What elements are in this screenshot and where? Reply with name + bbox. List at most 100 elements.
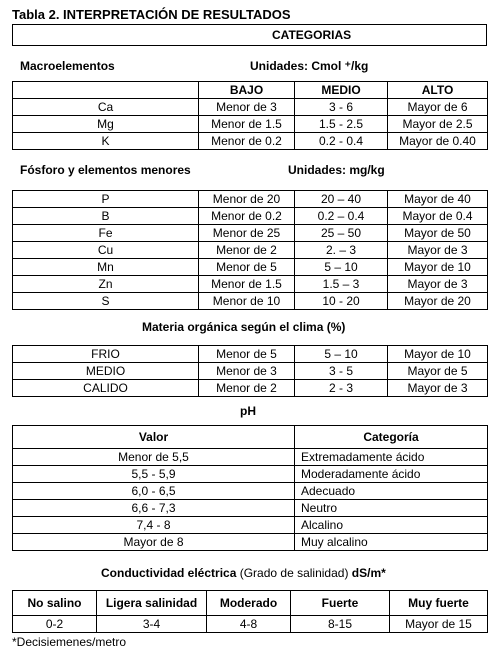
table-row: P Menor de 20 20 – 40 Mayor de 40 bbox=[12, 190, 488, 208]
table-cell: Menor de 20 bbox=[198, 190, 295, 208]
table-cell: 0.2 – 0.4 bbox=[294, 207, 388, 225]
table-cell: MEDIO bbox=[12, 362, 199, 380]
table-row: CALIDO Menor de 2 2 - 3 Mayor de 3 bbox=[12, 379, 488, 397]
table-cell: 1.5 - 2.5 bbox=[294, 115, 388, 133]
table-cell: Mayor de 2.5 bbox=[387, 115, 488, 133]
table-cell: Mayor de 10 bbox=[387, 258, 488, 276]
table-row: Menor de 5,5 Extremadamente ácido bbox=[12, 448, 488, 466]
table-cell: 3-4 bbox=[96, 615, 207, 633]
table-cell: 0-2 bbox=[12, 615, 97, 633]
table-row: 6,6 - 7,3 Neutro bbox=[12, 499, 488, 517]
table-cell: B bbox=[12, 207, 199, 225]
table-row: Mg Menor de 1.5 1.5 - 2.5 Mayor de 2.5 bbox=[12, 115, 488, 133]
table-cell: Mn bbox=[12, 258, 199, 276]
table-cell: Menor de 0.2 bbox=[198, 207, 295, 225]
table-row: BAJO MEDIO ALTO bbox=[12, 81, 488, 99]
table-row: 5,5 - 5,9 Moderadamente ácido bbox=[12, 465, 488, 483]
table-row: Mayor de 8 Muy alcalino bbox=[12, 533, 488, 551]
table-cell: Mayor de 40 bbox=[387, 190, 488, 208]
table-cell: Menor de 2 bbox=[198, 379, 295, 397]
page-title: Tabla 2. INTERPRETACIÓN DE RESULTADOS bbox=[12, 7, 291, 22]
fosforo-units: Unidades: mg/kg bbox=[288, 163, 385, 177]
table-row: S Menor de 10 10 - 20 Mayor de 20 bbox=[12, 292, 488, 310]
table-row: K Menor de 0.2 0.2 - 0.4 Mayor de 0.40 bbox=[12, 132, 488, 150]
table-cell: Fe bbox=[12, 224, 199, 242]
table-cell: 2. – 3 bbox=[294, 241, 388, 259]
conductividad-label-normal: (Grado de salinidad) bbox=[236, 566, 352, 580]
table-cell: 25 – 50 bbox=[294, 224, 388, 242]
macro-table: BAJO MEDIO ALTO Ca Menor de 3 3 - 6 Mayo… bbox=[12, 81, 488, 150]
table-row: MEDIO Menor de 3 3 - 5 Mayor de 5 bbox=[12, 362, 488, 380]
table-cell: 3 - 6 bbox=[294, 98, 388, 116]
ph-table: Valor Categoría Menor de 5,5 Extremadame… bbox=[12, 425, 488, 551]
table-cell: 5 – 10 bbox=[294, 258, 388, 276]
table-cell: Menor de 0.2 bbox=[198, 132, 295, 150]
table-cell: Mayor de 0.4 bbox=[387, 207, 488, 225]
table-cell: 8-15 bbox=[290, 615, 390, 633]
table-row: 6,0 - 6,5 Adecuado bbox=[12, 482, 488, 500]
table-cell: Mayor de 8 bbox=[12, 533, 295, 551]
table-cell: Mg bbox=[12, 115, 199, 133]
table-cell: Cu bbox=[12, 241, 199, 259]
table-cell: Mayor de 3 bbox=[387, 275, 488, 293]
table-header-cell: Ligera salinidad bbox=[96, 590, 207, 616]
table-header-cell: No salino bbox=[12, 590, 97, 616]
table-cell: 5,5 - 5,9 bbox=[12, 465, 295, 483]
table-cell: Ca bbox=[12, 98, 199, 116]
table-row: No salino Ligera salinidad Moderado Fuer… bbox=[12, 590, 488, 616]
table-cell: Zn bbox=[12, 275, 199, 293]
table-cell: Mayor de 15 bbox=[389, 615, 488, 633]
table-cell: Menor de 5,5 bbox=[12, 448, 295, 466]
table-header-cell: MEDIO bbox=[294, 81, 388, 99]
table-row: Zn Menor de 1.5 1.5 – 3 Mayor de 3 bbox=[12, 275, 488, 293]
table-header-cell: BAJO bbox=[198, 81, 295, 99]
table-cell: Extremadamente ácido bbox=[294, 448, 488, 466]
table-header-cell: Muy fuerte bbox=[389, 590, 488, 616]
ph-section-label: pH bbox=[240, 404, 256, 418]
table-cell: 1.5 – 3 bbox=[294, 275, 388, 293]
table-cell: 2 - 3 bbox=[294, 379, 388, 397]
table-cell: Mayor de 6 bbox=[387, 98, 488, 116]
table-cell: Mayor de 10 bbox=[387, 345, 488, 363]
table-cell: 7,4 - 8 bbox=[12, 516, 295, 534]
table-cell: 10 - 20 bbox=[294, 292, 388, 310]
macro-section-label: Macroelementos bbox=[20, 59, 115, 73]
table-cell: CALIDO bbox=[12, 379, 199, 397]
table-cell: 5 – 10 bbox=[294, 345, 388, 363]
fosforo-table: P Menor de 20 20 – 40 Mayor de 40 B Meno… bbox=[12, 190, 488, 310]
table-cell: Moderadamente ácido bbox=[294, 465, 488, 483]
table-cell: Menor de 1.5 bbox=[198, 275, 295, 293]
categorias-header: CATEGORIAS bbox=[12, 24, 487, 46]
table-cell: K bbox=[12, 132, 199, 150]
table-cell: 20 – 40 bbox=[294, 190, 388, 208]
table-header-cell: Moderado bbox=[206, 590, 291, 616]
table-cell: P bbox=[12, 190, 199, 208]
table-row: FRIO Menor de 5 5 – 10 Mayor de 10 bbox=[12, 345, 488, 363]
table-cell: Adecuado bbox=[294, 482, 488, 500]
table-cell: 3 - 5 bbox=[294, 362, 388, 380]
table-cell: Neutro bbox=[294, 499, 488, 517]
table-header-cell: ALTO bbox=[387, 81, 488, 99]
table-cell: Menor de 5 bbox=[198, 258, 295, 276]
table-cell: 6,0 - 6,5 bbox=[12, 482, 295, 500]
table-row: Fe Menor de 25 25 – 50 Mayor de 50 bbox=[12, 224, 488, 242]
conductividad-label-bold: Conductividad eléctrica bbox=[101, 566, 237, 580]
table-cell: FRIO bbox=[12, 345, 199, 363]
table-row: Mn Menor de 5 5 – 10 Mayor de 10 bbox=[12, 258, 488, 276]
table-cell: Mayor de 3 bbox=[387, 379, 488, 397]
table-cell: 0.2 - 0.4 bbox=[294, 132, 388, 150]
table-cell: S bbox=[12, 292, 199, 310]
table-row: Ca Menor de 3 3 - 6 Mayor de 6 bbox=[12, 98, 488, 116]
table-cell: Mayor de 50 bbox=[387, 224, 488, 242]
table-cell: 6,6 - 7,3 bbox=[12, 499, 295, 517]
materia-table: FRIO Menor de 5 5 – 10 Mayor de 10 MEDIO… bbox=[12, 345, 488, 397]
table-cell: Menor de 25 bbox=[198, 224, 295, 242]
table-cell: Mayor de 20 bbox=[387, 292, 488, 310]
table-header-cell: Categoría bbox=[294, 425, 488, 449]
table-cell: 4-8 bbox=[206, 615, 291, 633]
table-header-cell: Fuerte bbox=[290, 590, 390, 616]
table-cell: Menor de 3 bbox=[198, 98, 295, 116]
table-cell: Muy alcalino bbox=[294, 533, 488, 551]
table-header-cell bbox=[12, 81, 199, 99]
conductividad-label: Conductividad eléctrica (Grado de salini… bbox=[101, 566, 386, 580]
